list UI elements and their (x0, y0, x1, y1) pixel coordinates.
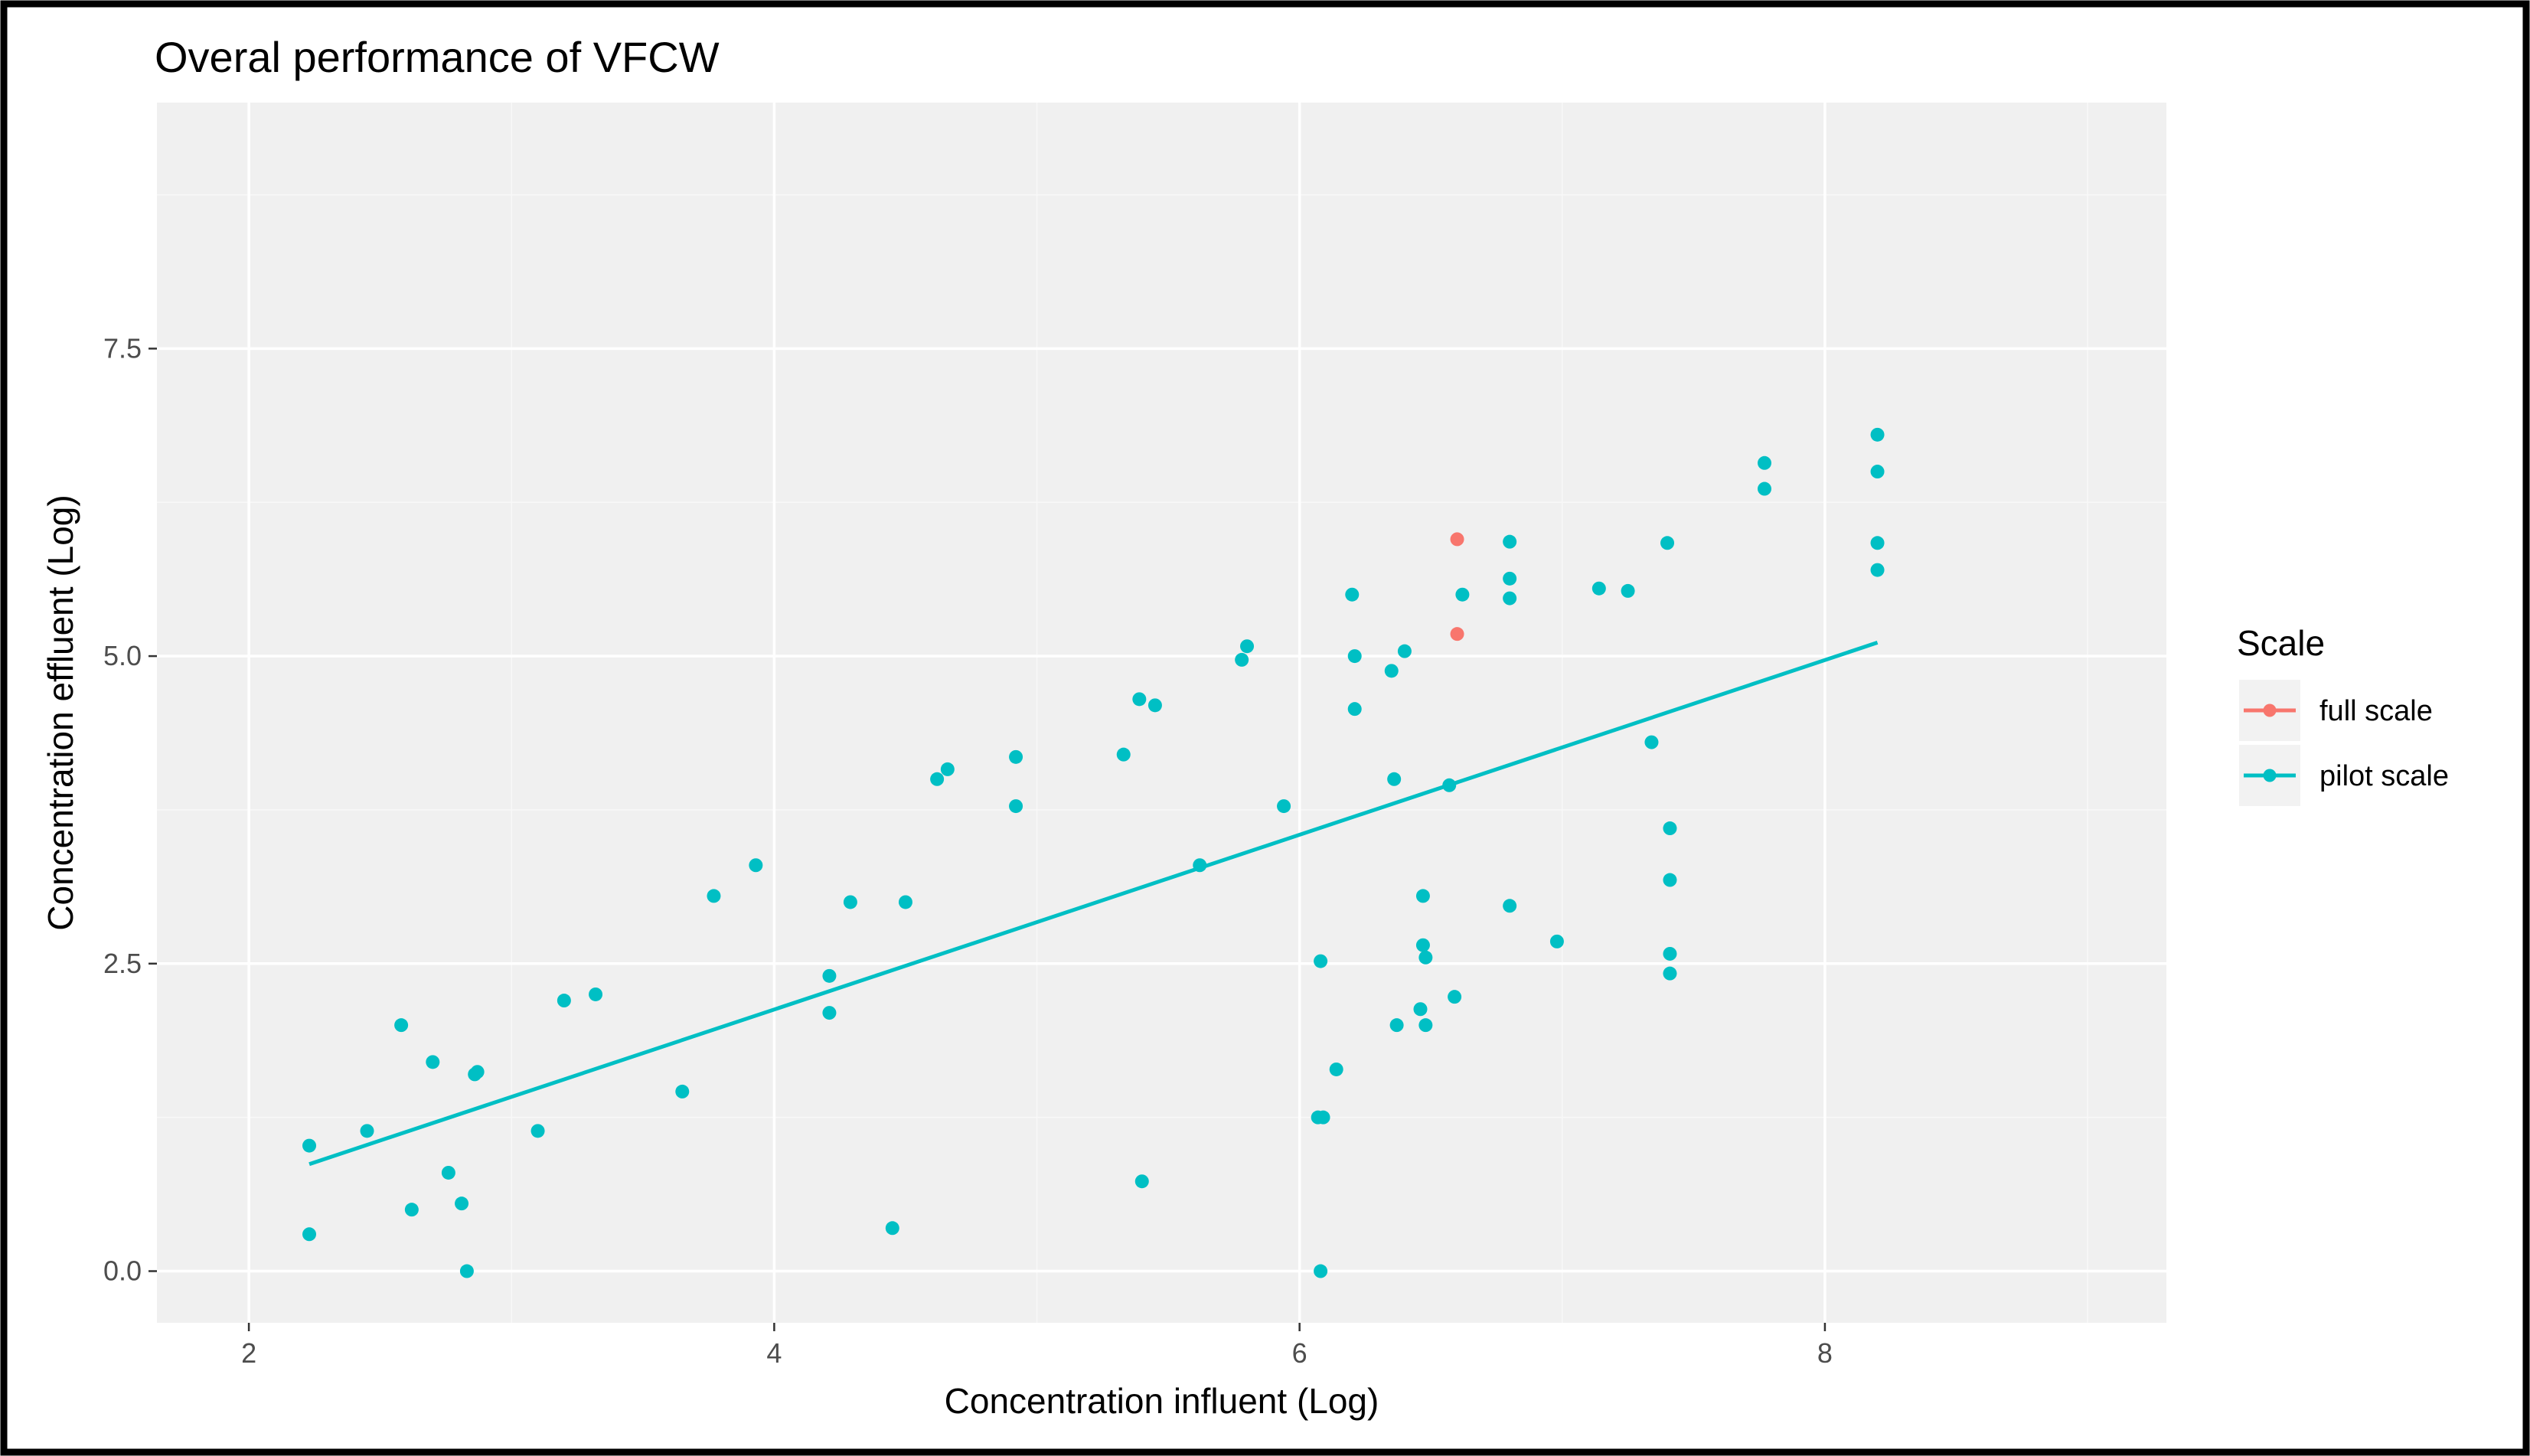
pilot-scale-point (1870, 536, 1885, 550)
pilot-scale-point (530, 1124, 545, 1138)
axes: 2 4 6 8 0.0 2.5 5.0 7.5 (103, 332, 1833, 1369)
pilot-scale-point (1147, 698, 1162, 713)
pilot-scale-point (1870, 465, 1885, 479)
legend: Scale full scale pilot scale (2237, 623, 2449, 806)
y-tick-label: 2.5 (103, 948, 142, 979)
pilot-scale-point (885, 1221, 899, 1236)
legend-dot-full-scale (2263, 704, 2277, 717)
pilot-scale-point (1009, 799, 1023, 814)
pilot-scale-point (302, 1227, 317, 1242)
pilot-scale-point (302, 1138, 317, 1153)
pilot-scale-point (470, 1065, 485, 1079)
pilot-scale-point (1455, 587, 1470, 602)
pilot-scale-point (1314, 1264, 1328, 1278)
pilot-scale-point (1549, 934, 1564, 948)
pilot-scale-point (843, 895, 857, 909)
data-points (302, 427, 1885, 1278)
pilot-scale-point (1345, 587, 1360, 602)
pilot-scale-point (1235, 652, 1249, 667)
pilot-scale-point (1448, 990, 1462, 1004)
plot-panel (157, 103, 2166, 1323)
pilot-scale-point (898, 895, 912, 909)
y-tick-label: 0.0 (103, 1255, 142, 1287)
pilot-scale-point (394, 1018, 409, 1033)
pilot-scale-point (589, 987, 603, 1001)
pilot-scale-point (930, 772, 945, 786)
pilot-scale-point (1660, 536, 1675, 550)
x-tick-label: 4 (766, 1337, 782, 1369)
legend-label-full-scale: full scale (2319, 695, 2433, 727)
pilot-scale-point (1316, 1110, 1330, 1125)
y-tick-label: 7.5 (103, 332, 142, 364)
pilot-scale-point (749, 858, 763, 873)
pilot-scale-point (1503, 571, 1517, 586)
pilot-scale-point (1389, 1018, 1404, 1033)
pilot-scale-point (1758, 482, 1771, 496)
pilot-scale-point (1415, 938, 1430, 952)
pilot-scale-point (1384, 664, 1399, 678)
pilot-scale-point (441, 1165, 455, 1180)
pilot-scale-point (1314, 954, 1328, 968)
pilot-scale-point (1347, 702, 1362, 717)
pilot-scale-point (557, 994, 571, 1008)
pilot-scale-point (1418, 1018, 1433, 1033)
legend-label-pilot-scale: pilot scale (2319, 760, 2449, 792)
x-tick-label: 8 (1817, 1337, 1833, 1369)
pilot-scale-point (1415, 889, 1430, 903)
pilot-scale-point (822, 968, 837, 983)
pilot-scale-point (1329, 1062, 1343, 1076)
pilot-scale-point (1442, 778, 1457, 792)
pilot-scale-point (1132, 692, 1147, 707)
pilot-scale-point (940, 762, 955, 776)
pilot-scale-point (360, 1124, 374, 1138)
pilot-scale-point (1621, 583, 1635, 598)
chart-title: Overal performance of VFCW (155, 33, 720, 81)
pilot-scale-point (404, 1203, 419, 1217)
pilot-scale-point (426, 1055, 440, 1069)
pilot-scale-point (1240, 639, 1255, 654)
pilot-scale-point (822, 1006, 837, 1020)
x-tick-label: 6 (1292, 1337, 1307, 1369)
pilot-scale-point (1503, 591, 1517, 606)
pilot-scale-point (1663, 873, 1677, 887)
pilot-scale-point (675, 1084, 690, 1099)
pilot-scale-point (1591, 581, 1606, 596)
pilot-scale-point (459, 1264, 474, 1278)
pilot-scale-point (1663, 946, 1677, 961)
regression-line (308, 641, 1879, 1167)
pilot-scale-point (1870, 427, 1885, 442)
grid-lines (157, 103, 2166, 1323)
pilot-scale-point (1193, 858, 1207, 873)
pilot-scale-point (1134, 1174, 1149, 1189)
pilot-scale-point (455, 1196, 469, 1211)
pilot-scale-point (1413, 1002, 1428, 1017)
legend-title: Scale (2237, 623, 2325, 663)
pilot-scale-point (1870, 563, 1885, 577)
full-scale-point (1450, 532, 1464, 547)
pilot-scale-point (1116, 747, 1131, 762)
pilot-scale-point (1503, 899, 1517, 913)
pilot-scale-point (1663, 966, 1677, 981)
fit-lines (308, 641, 1879, 1167)
legend-dot-pilot-scale (2263, 769, 2277, 782)
pilot-scale-point (1418, 950, 1433, 965)
pilot-scale-point (1277, 799, 1291, 814)
x-tick-label: 2 (241, 1337, 256, 1369)
pilot-scale-point (1663, 821, 1677, 836)
pilot-scale-point (1758, 455, 1771, 470)
pilot-scale-point (1387, 772, 1402, 786)
x-axis-title: Concentration influent (Log) (945, 1381, 1379, 1421)
pilot-scale-point (1503, 534, 1517, 549)
pilot-scale-point (707, 889, 721, 903)
pilot-scale-point (1009, 749, 1023, 764)
pilot-scale-point (1347, 649, 1362, 664)
pilot-scale-point (1397, 644, 1412, 658)
full-scale-point (1450, 627, 1464, 641)
y-tick-label: 5.0 (103, 640, 142, 671)
pilot-scale-point (1644, 735, 1659, 749)
y-axis-title: Concentration effluent (Log) (41, 495, 80, 930)
